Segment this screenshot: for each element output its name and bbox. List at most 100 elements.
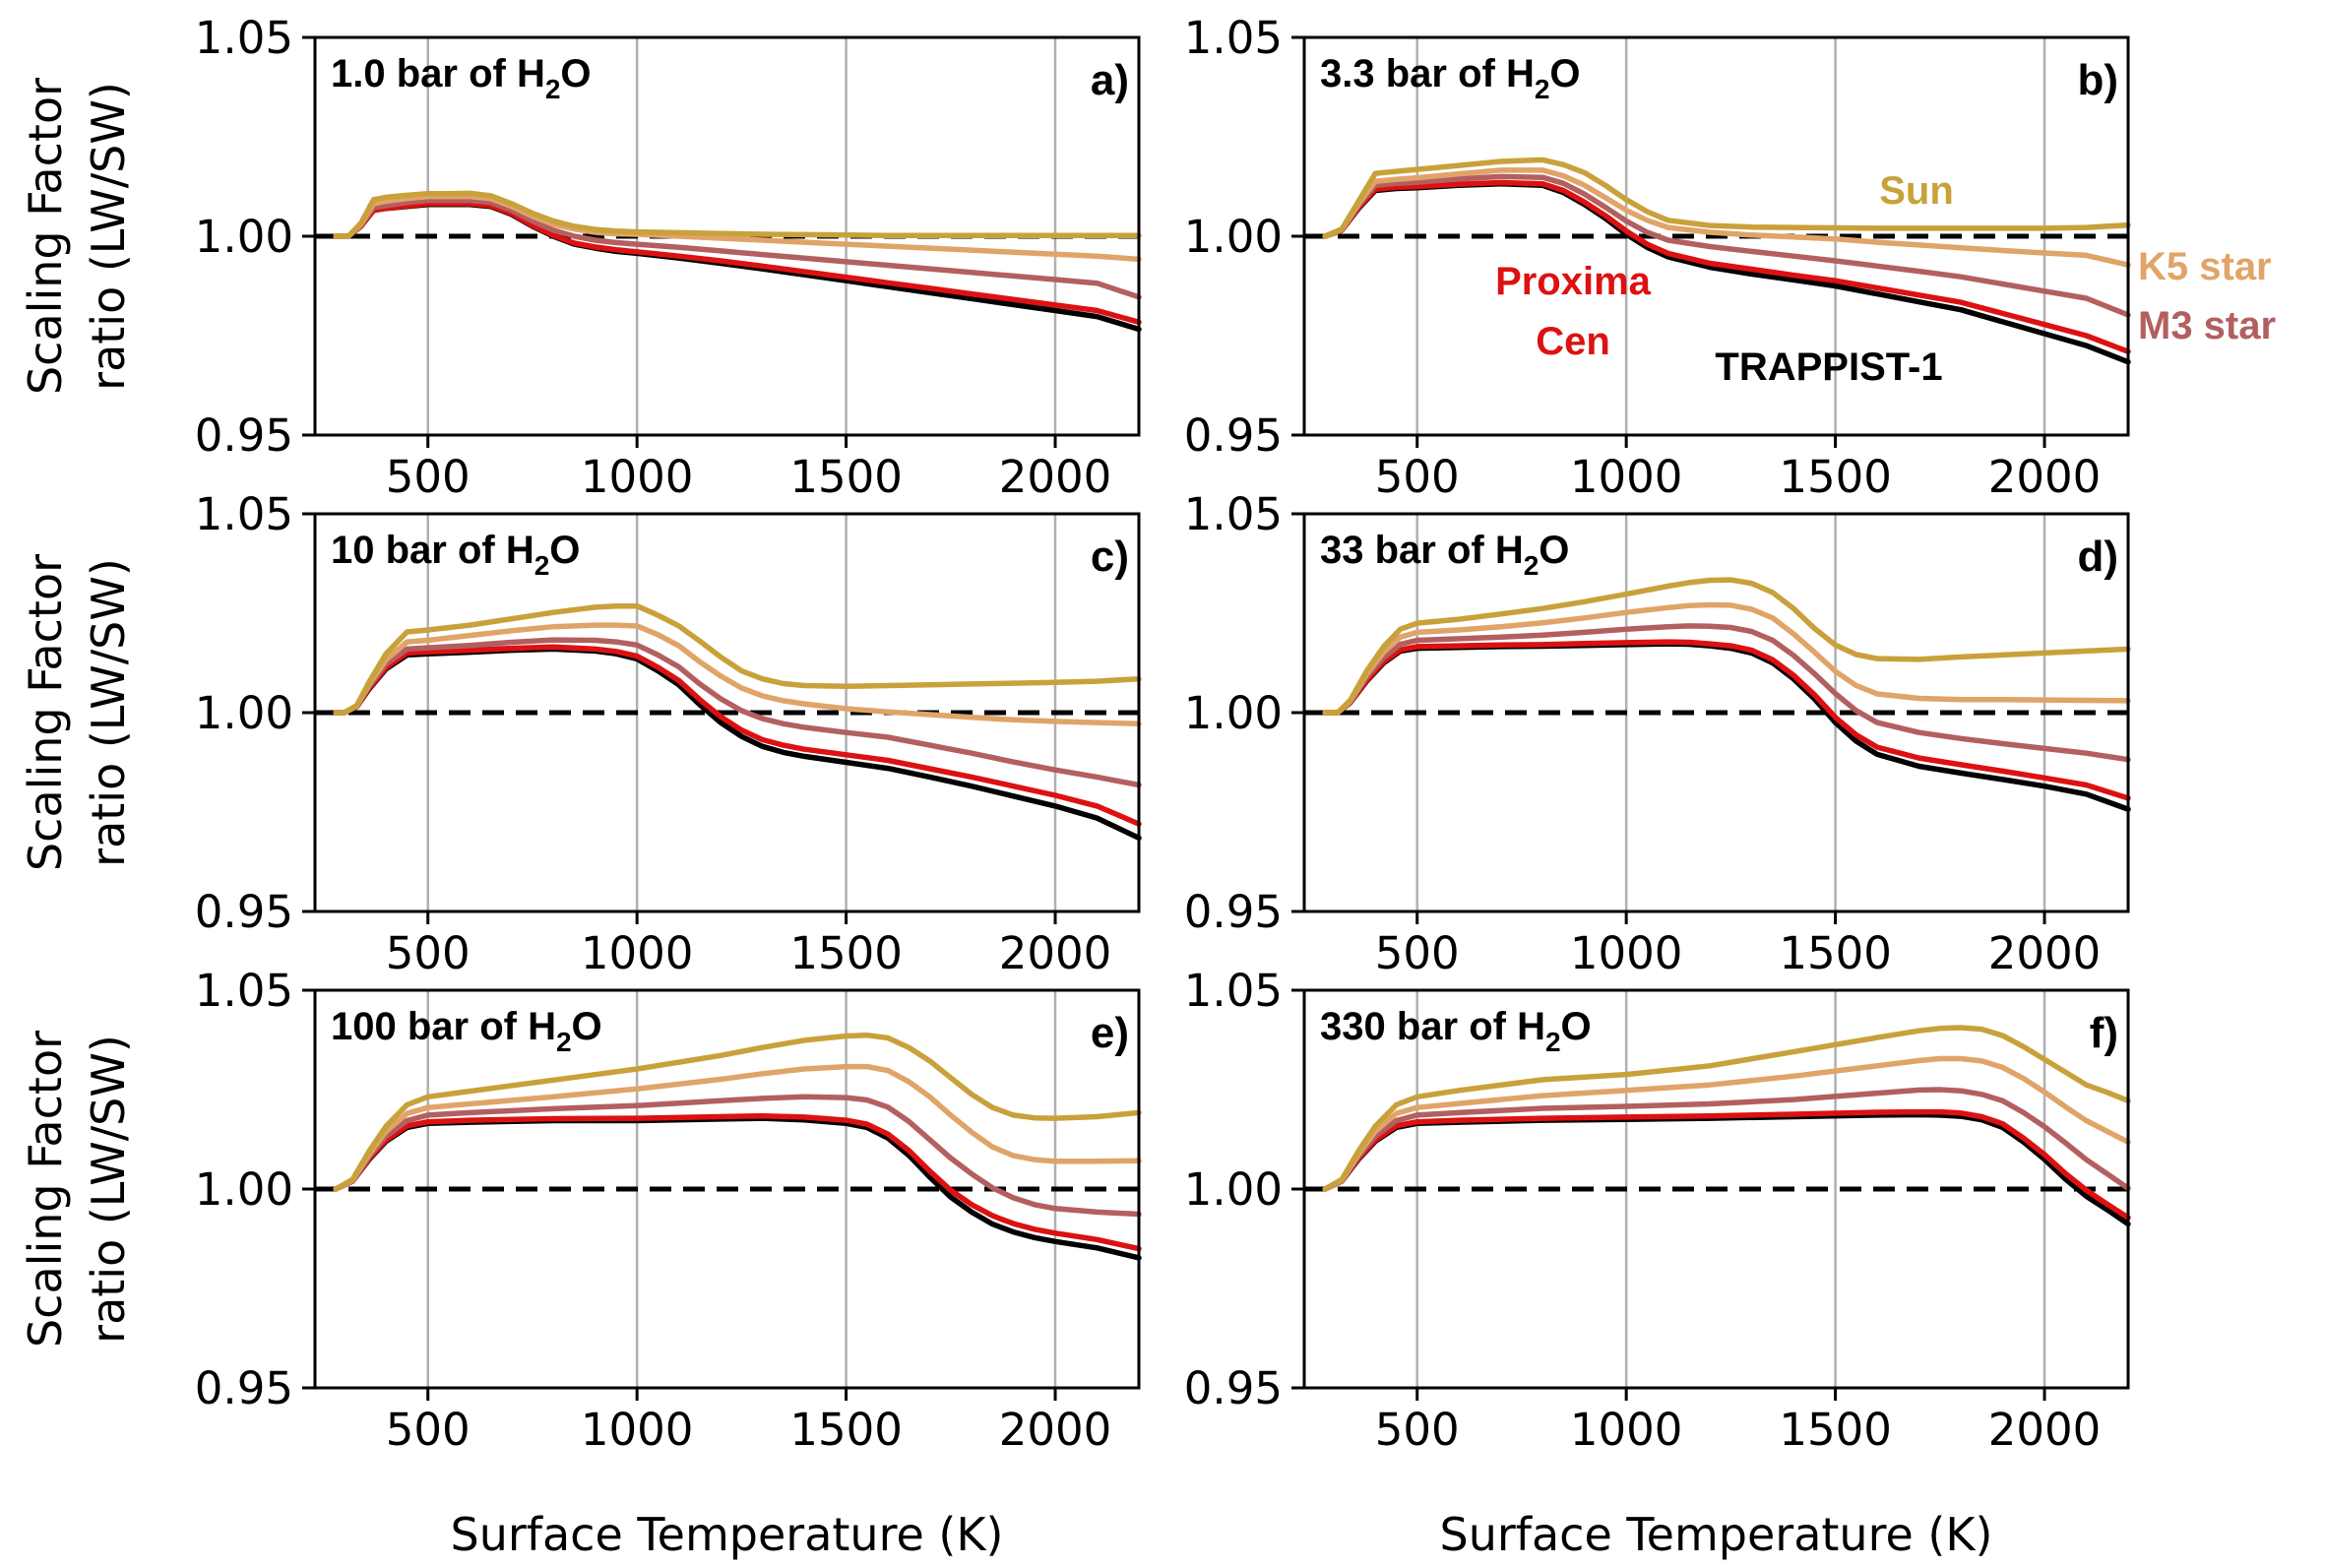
panel-c-title-end: O (549, 529, 580, 572)
panel-c-ylabel-line2: ratio (LW/SW) (82, 558, 135, 867)
panel-a-title: 1.0 bar of H2O (331, 52, 592, 104)
panel-b-xtick-label-1500: 1500 (1779, 451, 1892, 503)
panel-d-xtick-label-1500: 1500 (1779, 927, 1892, 979)
panel-d-series-trappist-1 (1322, 641, 2131, 812)
panel-a-xtick-label-1000: 1000 (581, 451, 694, 503)
panel-f-ytick-label-1: 1.00 (1184, 1163, 1283, 1216)
panel-c-ytick-label-1: 1.00 (195, 687, 293, 739)
panel-f-title: 330 bar of H2O (1320, 1005, 1592, 1057)
panel-b-title-end: O (1549, 52, 1580, 95)
panel-f-series-trappist-1 (1322, 1111, 2131, 1227)
panel-a-ytick-label-1: 1.00 (195, 211, 293, 263)
panel-c-ytick-label-0: 0.95 (195, 886, 293, 938)
panel-c-title-subscript: 2 (534, 550, 550, 581)
panel-b-series-trappist-1 (1322, 180, 2131, 365)
panel-a-series-proxima-cen (333, 201, 1142, 326)
panel-d-ytick-label-1: 1.00 (1184, 687, 1283, 739)
panel-b-series-proxima-cen (1322, 179, 2131, 354)
panel-e-title: 100 bar of H2O (331, 1005, 602, 1057)
panel-a-series-trappist-1 (333, 201, 1142, 333)
panel-b-title-subscript: 2 (1535, 74, 1550, 104)
panel-a-title-main: 1.0 bar of H (331, 52, 545, 95)
panel-b-title: 3.3 bar of H2O (1320, 52, 1581, 104)
panel-f-title-end: O (1561, 1005, 1592, 1048)
panel-c-letter: c) (1091, 533, 1129, 581)
panel-e-xtick-label-1500: 1500 (789, 1404, 903, 1456)
panel-f-xtick-label-500: 500 (1375, 1404, 1460, 1456)
panel-a: 500 1000 1500 2000 0.95 1.00 1.05 1.0 bar of H2… (19, 12, 1142, 503)
panel-e-xtick-label-2000: 2000 (999, 1404, 1112, 1456)
panel-f-title-main: 330 bar of H (1320, 1005, 1545, 1048)
panel-a-title-end: O (560, 52, 591, 95)
panel-d-ytick-label-0: 0.95 (1184, 886, 1283, 938)
panel-e-letter: e) (1091, 1009, 1129, 1057)
panel-e-xtick-label-500: 500 (386, 1404, 471, 1456)
panel-a-series-m3-star (333, 197, 1142, 300)
panel-c-series-k5-star (333, 622, 1142, 727)
panel-f-ytick-label-2: 1.05 (1184, 965, 1283, 1017)
panel-c-series-proxima-cen (333, 644, 1142, 827)
panel-b-series-m3-star (1322, 173, 2131, 318)
panel-e-series-proxima-cen (333, 1112, 1142, 1252)
panel-f-series-k5-star (1322, 1055, 2131, 1192)
panel-b-letter: b) (2077, 56, 2118, 104)
panel-b-xtick-label-1000: 1000 (1570, 451, 1683, 503)
panel-d-title-end: O (1539, 529, 1569, 572)
panel-d-title-main: 33 bar of H (1320, 529, 1524, 572)
panel-d-xtick-label-500: 500 (1375, 927, 1460, 979)
panel-f-series-proxima-cen (1322, 1108, 2131, 1221)
label-sun-0: Sun (1879, 169, 1954, 213)
panel-e-ytick-label-0: 0.95 (195, 1362, 293, 1414)
panel-a-xtick-label-500: 500 (386, 451, 471, 503)
panel-d-xtick-label-2000: 2000 (1988, 927, 2102, 979)
panel-b-title-main: 3.3 bar of H (1320, 52, 1535, 95)
panel-d-title-subscript: 2 (1524, 550, 1540, 581)
panel-c-xtick-label-2000: 2000 (999, 927, 1112, 979)
panel-a-ytick-label-0: 0.95 (195, 409, 293, 462)
panel-b-xtick-label-500: 500 (1375, 451, 1460, 503)
panel-e-ylabel-line1: Scaling Factor (19, 1031, 72, 1348)
panel-e-xlabel: Surface Temperature (K) (451, 1508, 1004, 1561)
panel-b-ytick-label-0: 0.95 (1184, 409, 1283, 462)
panel-a-xtick-label-1500: 1500 (789, 451, 903, 503)
panel-c-xtick-label-1500: 1500 (789, 927, 903, 979)
panel-e-ylabel-line2: ratio (LW/SW) (82, 1035, 135, 1344)
panel-e: 500 1000 1500 2000 0.95 1.00 1.05 100 bar of H2… (19, 965, 1142, 1561)
panel-e-title-end: O (572, 1005, 602, 1048)
panel-e-series-k5-star (333, 1063, 1142, 1192)
panel-c-title-main: 10 bar of H (331, 529, 534, 572)
panel-f-series-m3-star (1322, 1087, 2131, 1192)
panel-e-series-sun (333, 1032, 1142, 1192)
panel-f-title-subscript: 2 (1545, 1027, 1561, 1057)
panel-e-ytick-label-2: 1.05 (195, 965, 293, 1017)
panel-b-ytick-label-2: 1.05 (1184, 12, 1283, 64)
panel-b-ytick-label-1: 1.00 (1184, 211, 1283, 263)
panel-b-series-sun (1322, 157, 2131, 239)
panel-c-xtick-label-1000: 1000 (581, 927, 694, 979)
panel-f-ytick-label-0: 0.95 (1184, 1362, 1283, 1414)
label-k5-star-1: K5 star (2138, 245, 2272, 288)
panel-f-series-sun (1322, 1025, 2131, 1192)
panel-d: 500 1000 1500 2000 0.95 1.00 1.05 33 bar of H2O… (1184, 488, 2131, 979)
panel-d-series-sun (1322, 577, 2131, 716)
panel-a-title-subscript: 2 (545, 74, 561, 104)
panel-d-series-k5-star (1322, 601, 2131, 716)
panel-f-xtick-label-1000: 1000 (1570, 1404, 1683, 1456)
panel-f-letter: f) (2090, 1009, 2118, 1057)
panel-e-ytick-label-1: 1.00 (195, 1163, 293, 1216)
panel-c-ytick-label-2: 1.05 (195, 488, 293, 540)
label-proxima-cen-4: Cen (1536, 320, 1610, 363)
panel-a-ylabel-line1: Scaling Factor (19, 78, 72, 395)
panel-a-letter: a) (1091, 56, 1129, 104)
panel-a-series-sun (333, 190, 1142, 239)
panel-c-series-sun (333, 602, 1142, 716)
panel-e-xtick-label-1000: 1000 (581, 1404, 694, 1456)
panel-c: 500 1000 1500 2000 0.95 1.00 1.05 10 bar of H2O… (19, 488, 1142, 979)
panel-e-title-main: 100 bar of H (331, 1005, 556, 1048)
panel-f: 500 1000 1500 2000 0.95 1.00 1.05 330 bar of H2… (1184, 965, 2131, 1561)
panel-e-series-m3-star (333, 1094, 1142, 1218)
panel-c-xtick-label-500: 500 (386, 927, 471, 979)
label-proxima-cen-3: Proxima (1495, 260, 1652, 303)
panel-a-series-k5-star (333, 193, 1142, 263)
